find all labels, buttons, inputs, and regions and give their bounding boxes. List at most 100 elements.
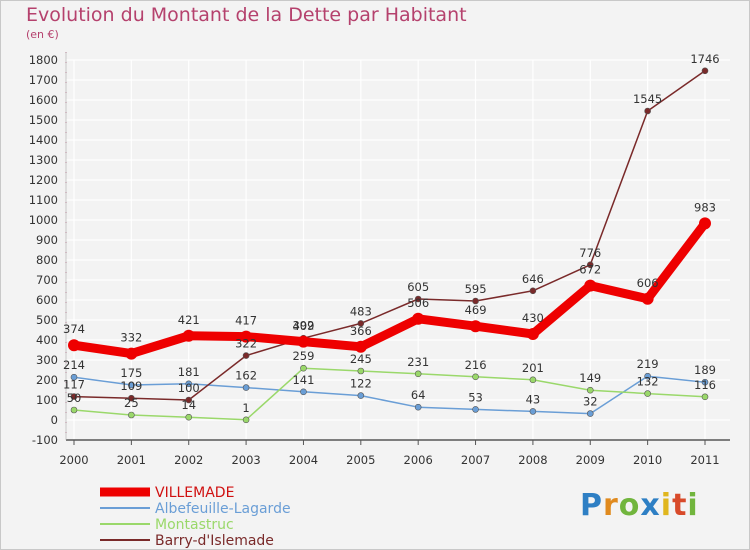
x-tick-label: 2005 [346, 453, 375, 467]
data-point [699, 217, 711, 230]
data-label: 392 [292, 319, 314, 333]
data-label: 231 [407, 355, 429, 369]
y-tick-label: 400 [36, 333, 58, 347]
y-tick-label: 1000 [29, 213, 58, 227]
data-label: 122 [350, 377, 372, 391]
data-point [586, 386, 594, 394]
data-label: 141 [292, 373, 314, 387]
data-label: 149 [579, 371, 601, 385]
data-label: 776 [579, 246, 601, 260]
data-point [472, 373, 479, 381]
legend-entry: VILLEMADE [155, 485, 234, 501]
data-label: 43 [526, 392, 541, 406]
data-point [70, 393, 78, 400]
data-label: 109 [120, 379, 142, 393]
y-tick-label: 1600 [29, 93, 58, 107]
data-point [125, 347, 138, 360]
data-point [128, 381, 135, 389]
data-label: 430 [522, 311, 544, 325]
proxiti-logo: Proxiti [580, 488, 699, 523]
series-line-0 [69, 218, 710, 359]
y-tick-label: 700 [36, 273, 58, 287]
data-point [472, 406, 479, 413]
data-point [469, 320, 482, 333]
legend-entry: Albefeuille-Lagarde [155, 501, 291, 517]
data-point [644, 107, 651, 115]
y-tick-label: 1200 [29, 173, 58, 187]
data-point [357, 367, 365, 375]
data-point [641, 292, 654, 305]
legend-entry: Barry-d'Islemade [155, 533, 274, 549]
y-tick-label: -100 [32, 433, 58, 447]
data-label: 259 [292, 349, 314, 363]
x-tick-label: 2004 [289, 453, 318, 467]
y-tick-label: 1300 [29, 153, 58, 167]
data-label: 219 [637, 357, 659, 371]
y-tick-label: 1400 [29, 133, 58, 147]
data-point [70, 373, 78, 381]
data-label: 181 [178, 365, 200, 379]
data-point [414, 403, 422, 411]
data-label: 1746 [690, 52, 719, 66]
data-label: 506 [407, 296, 429, 310]
data-label: 409 [292, 319, 314, 333]
data-label: 117 [63, 378, 85, 392]
y-tick-label: 200 [36, 373, 58, 387]
data-point [300, 364, 307, 372]
data-point [644, 372, 651, 380]
data-label: 245 [350, 352, 372, 366]
data-label: 606 [637, 276, 659, 290]
data-point [701, 67, 709, 75]
data-label: 201 [522, 361, 544, 375]
data-point [414, 370, 422, 378]
y-tick-label: 1100 [29, 193, 58, 207]
data-point [242, 352, 250, 359]
x-tick-label: 2000 [59, 453, 88, 467]
data-point [354, 340, 367, 353]
data-label: 374 [63, 322, 85, 336]
data-label: 50 [67, 391, 82, 405]
data-label: 332 [120, 331, 142, 345]
unit-label: (en €) [26, 28, 59, 41]
y-tick-label: 600 [36, 293, 58, 307]
x-tick-label: 2001 [117, 453, 146, 467]
x-tick-label: 2011 [690, 453, 719, 467]
data-label: 483 [350, 304, 372, 318]
data-label: 983 [694, 200, 716, 214]
data-label: 322 [235, 337, 257, 351]
data-label: 25 [124, 396, 139, 410]
data-point [586, 261, 594, 269]
series-line-2 [73, 367, 706, 421]
data-point [300, 388, 307, 396]
data-label: 214 [63, 358, 85, 372]
legend-entry: Montastruc [155, 517, 234, 533]
data-label: 53 [468, 390, 483, 404]
data-point [242, 384, 250, 391]
data-point [68, 339, 80, 352]
data-point [529, 287, 537, 295]
data-point [185, 380, 193, 388]
data-point [357, 392, 365, 399]
data-label: 366 [350, 324, 372, 338]
x-tick-label: 2006 [404, 453, 433, 467]
y-tick-label: 0 [51, 413, 58, 427]
y-tick-label: 500 [36, 313, 58, 327]
data-point [70, 406, 78, 414]
data-label: 116 [694, 378, 716, 392]
data-label: 605 [407, 280, 429, 294]
chart-title: Evolution du Montant de la Dette par Hab… [26, 4, 467, 26]
y-tick-label: 100 [36, 393, 58, 407]
data-point [128, 394, 135, 402]
data-label: 672 [579, 263, 601, 277]
data-point [414, 295, 422, 303]
data-label: 132 [637, 375, 659, 389]
data-label: 417 [235, 314, 257, 328]
data-point [357, 320, 365, 327]
y-tick-label: 900 [36, 233, 58, 247]
x-tick-label: 2010 [633, 453, 662, 467]
data-point [128, 411, 135, 419]
data-point [185, 413, 193, 421]
data-point [472, 297, 479, 305]
